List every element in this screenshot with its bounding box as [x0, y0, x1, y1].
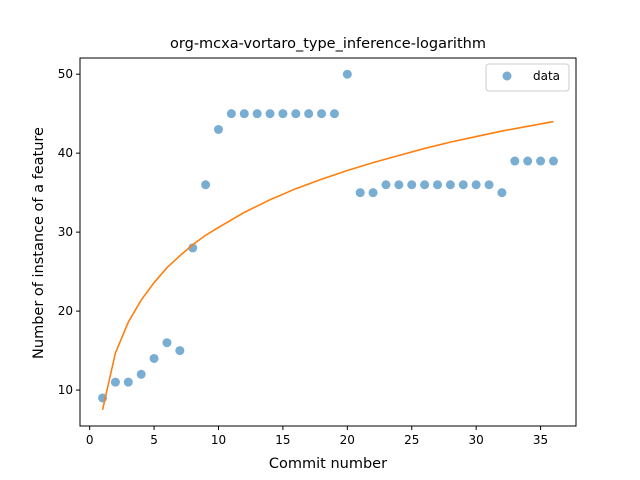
data-point	[342, 69, 352, 79]
x-tick-label: 35	[533, 433, 548, 447]
x-axis-label: Commit number	[269, 456, 387, 472]
fit-line	[101, 120, 554, 410]
data-point	[484, 180, 494, 190]
x-tick-label: 0	[86, 433, 94, 447]
x-tick-label: 15	[275, 433, 290, 447]
data-point	[304, 109, 314, 119]
data-point	[536, 156, 546, 166]
data-point	[329, 109, 339, 119]
data-point	[433, 180, 443, 190]
y-tick-label: 50	[58, 67, 73, 81]
data-point	[394, 180, 404, 190]
data-point	[458, 180, 468, 190]
x-tick-label: 10	[211, 433, 226, 447]
data-point	[226, 109, 236, 119]
data-point	[548, 156, 558, 166]
data-point	[136, 369, 146, 379]
data-point	[162, 338, 172, 348]
data-point	[149, 353, 159, 363]
data-point	[497, 188, 507, 198]
data-point	[213, 124, 223, 134]
x-tick-label: 30	[469, 433, 484, 447]
data-point	[239, 109, 249, 119]
data-point	[355, 188, 365, 198]
data-point	[201, 180, 211, 190]
legend: data	[485, 63, 570, 92]
data-point	[265, 109, 275, 119]
y-tick-label: 30	[58, 225, 73, 239]
data-point	[252, 109, 262, 119]
x-tick-label: 20	[340, 433, 355, 447]
data-point	[445, 180, 455, 190]
data-point	[420, 180, 430, 190]
chart-title: org-mcxa-vortaro_type_inference-logarith…	[170, 36, 486, 52]
data-point	[510, 156, 520, 166]
y-tick-label: 10	[58, 383, 73, 397]
legend-box	[485, 63, 570, 92]
y-tick-label: 20	[58, 304, 73, 318]
y-tick-label: 40	[58, 146, 73, 160]
data-point	[523, 156, 533, 166]
data-point	[317, 109, 327, 119]
legend-label-data: data	[533, 69, 560, 83]
axes-frame	[79, 57, 577, 427]
y-axis-label: Number of instance of a feature	[31, 127, 47, 359]
data-point	[471, 180, 481, 190]
data-point	[278, 109, 288, 119]
x-tick-label: 5	[150, 433, 158, 447]
plot-area	[98, 69, 558, 410]
axes: 0 5 10 15 20 25 30 35 10 20 30 40 50	[58, 57, 577, 447]
legend-marker-data	[502, 71, 512, 81]
data-point	[175, 346, 185, 356]
data-point	[123, 377, 133, 387]
x-tick-label: 25	[404, 433, 419, 447]
data-point	[291, 109, 301, 119]
data-point	[110, 377, 120, 387]
data-point	[381, 180, 391, 190]
data-point	[407, 180, 417, 190]
data-point	[368, 188, 378, 198]
